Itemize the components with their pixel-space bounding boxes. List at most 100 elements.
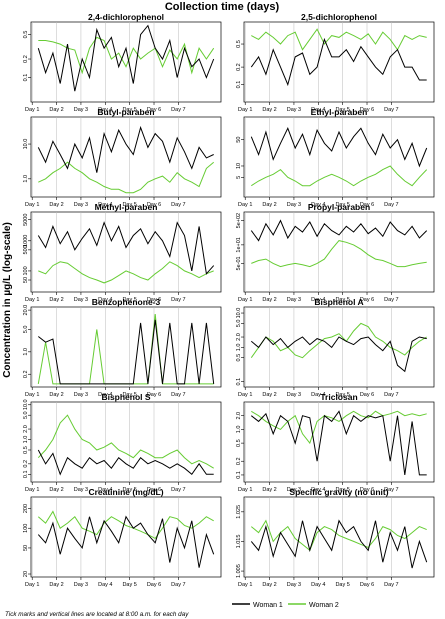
panel-title: Methyl-paraben xyxy=(95,202,158,212)
x-tick-label: Day 1 xyxy=(25,582,39,588)
y-tick-label: 1.0 xyxy=(236,344,242,352)
x-tick-label: Day 7 xyxy=(171,297,185,303)
panel-frame xyxy=(243,211,435,293)
x-tick-label: Day 5 xyxy=(335,297,349,303)
x-tick-label: Day 3 xyxy=(287,582,301,588)
panel: Ethyl-paraben Day 1 Day 2 Day 3 Day 4 Day 5 Da… xyxy=(236,107,435,208)
panel-frame xyxy=(243,401,435,483)
figure-y-axis-label: Concentration in µg/L (log-scale) xyxy=(2,222,13,378)
x-tick-label: Day 1 xyxy=(25,107,39,113)
x-tick-label: Day 3 xyxy=(287,202,301,208)
panel-title: 2,5-dichlorophenol xyxy=(301,12,377,22)
series-line-woman-2 xyxy=(251,410,427,445)
y-tick-label: 100 xyxy=(23,524,29,533)
series-line-woman-1 xyxy=(37,319,215,385)
x-tick-label: Day 7 xyxy=(171,487,185,493)
x-tick-label: Day 4 xyxy=(311,202,325,208)
y-tick-label: 0.1 xyxy=(236,81,242,89)
series-line-woman-1 xyxy=(250,37,427,87)
y-tick-label: 2.0 xyxy=(23,425,29,433)
x-tick-label: Day 6 xyxy=(147,202,161,208)
x-tick-label: Day 6 xyxy=(147,392,161,398)
x-tick-label: Day 6 xyxy=(147,582,161,588)
x-tick-label: Day 2 xyxy=(49,582,63,588)
series-line-woman-2 xyxy=(37,510,214,540)
panel: 2,5-dichlorophenol Day 1 Day 2 Day 3 Day 4 Da… xyxy=(236,12,435,113)
series-line-woman-1 xyxy=(37,515,215,568)
y-tick-label: 1e+01 xyxy=(236,237,242,252)
y-tick-label: 1.005 xyxy=(236,564,242,578)
series-line-woman-2 xyxy=(37,314,214,385)
x-tick-label: Day 5 xyxy=(335,107,349,113)
y-tick-label: 5e-01 xyxy=(236,256,242,270)
series-line-woman-2 xyxy=(251,165,428,187)
y-tick-label: 1.0 xyxy=(23,348,29,356)
x-tick-label: Day 5 xyxy=(122,582,136,588)
series-line-woman-1 xyxy=(250,519,428,569)
panel-title: Specific gravity (no unit) xyxy=(289,487,388,497)
x-tick-label: Day 7 xyxy=(171,107,185,113)
x-tick-label: Day 1 xyxy=(238,202,252,208)
y-tick-label: 10 xyxy=(236,163,242,169)
y-tick-label: 1000 xyxy=(23,235,29,247)
y-tick-label: 100 xyxy=(23,266,29,275)
y-tick-label: 0.2 xyxy=(23,460,29,468)
panel-title: 2,4-dichlorophenol xyxy=(88,12,164,22)
x-tick-label: Day 2 xyxy=(49,487,63,493)
x-tick-label: Day 1 xyxy=(238,582,252,588)
panel-title: Propyl-paraben xyxy=(308,202,370,212)
series-line-woman-2 xyxy=(251,240,427,268)
x-tick-label: Day 7 xyxy=(171,202,185,208)
x-tick-label: Day 6 xyxy=(360,202,374,208)
x-tick-label: Day 1 xyxy=(238,107,252,113)
panel-frame xyxy=(30,211,222,293)
panel: Bisphenol A Day 1 Day 2 Day 3 Day 4 Day 5 Day … xyxy=(236,297,435,398)
x-tick-label: Day 1 xyxy=(25,202,39,208)
footnote: Tick marks and vertical lines are locate… xyxy=(5,611,189,618)
series-line-woman-1 xyxy=(37,24,215,92)
x-tick-label: Day 4 xyxy=(311,487,325,493)
y-tick-label: 0.5 xyxy=(236,40,242,48)
panel: Butyl-paraben Day 1 Day 2 Day 3 Day 4 Day 5 Da… xyxy=(23,107,222,208)
x-tick-label: Day 4 xyxy=(311,107,325,113)
y-tick-label: 0.2 xyxy=(236,63,242,71)
x-tick-label: Day 2 xyxy=(262,107,276,113)
series-line-woman-1 xyxy=(250,219,428,242)
y-tick-label: 0.1 xyxy=(236,471,242,479)
panel-frame xyxy=(243,306,435,388)
x-tick-label: Day 3 xyxy=(287,107,301,113)
y-tick-label: 5000 xyxy=(23,214,29,226)
x-tick-label: Day 7 xyxy=(384,297,398,303)
x-tick-label: Day 6 xyxy=(147,487,161,493)
y-tick-label: 20.0 xyxy=(23,305,29,316)
series-line-woman-2 xyxy=(250,322,427,359)
x-tick-label: Day 2 xyxy=(262,582,276,588)
panel-frame xyxy=(30,21,222,103)
x-tick-label: Day 2 xyxy=(49,297,63,303)
y-tick-label: 1.015 xyxy=(236,535,242,549)
y-tick-label: 5e+02 xyxy=(236,213,242,228)
panel: Triclosan Day 1 Day 2 Day 3 Day 4 Day 5 Day 6 D… xyxy=(236,392,435,493)
x-tick-label: Day 6 xyxy=(360,107,374,113)
x-tick-label: Day 4 xyxy=(311,392,325,398)
x-tick-label: Day 7 xyxy=(384,582,398,588)
panel-frame xyxy=(243,116,435,198)
panel: Benzophenone-3 Day 1 Day 2 Day 3 Day 4 Day 5 D… xyxy=(23,297,222,398)
x-tick-label: Day 3 xyxy=(74,107,88,113)
panel: Creatinine (mg/dL) Day 1 Day 2 Day 3 Day 4 Da… xyxy=(23,487,222,588)
legend-label-woman-2: Woman 2 xyxy=(309,602,339,609)
panel-frame xyxy=(30,496,222,578)
y-tick-label: 0.5 xyxy=(23,446,29,454)
x-tick-label: Day 2 xyxy=(49,202,63,208)
x-tick-label: Day 5 xyxy=(335,582,349,588)
x-tick-label: Day 2 xyxy=(262,487,276,493)
x-tick-label: Day 3 xyxy=(287,297,301,303)
panel-title: Creatinine (mg/dL) xyxy=(88,487,163,497)
panel-frame xyxy=(30,116,222,198)
y-tick-label: 5.0 xyxy=(236,320,242,328)
x-tick-label: Day 6 xyxy=(147,297,161,303)
x-tick-label: Day 4 xyxy=(98,487,112,493)
y-tick-label: 50 xyxy=(23,545,29,551)
series-line-woman-1 xyxy=(250,127,428,168)
